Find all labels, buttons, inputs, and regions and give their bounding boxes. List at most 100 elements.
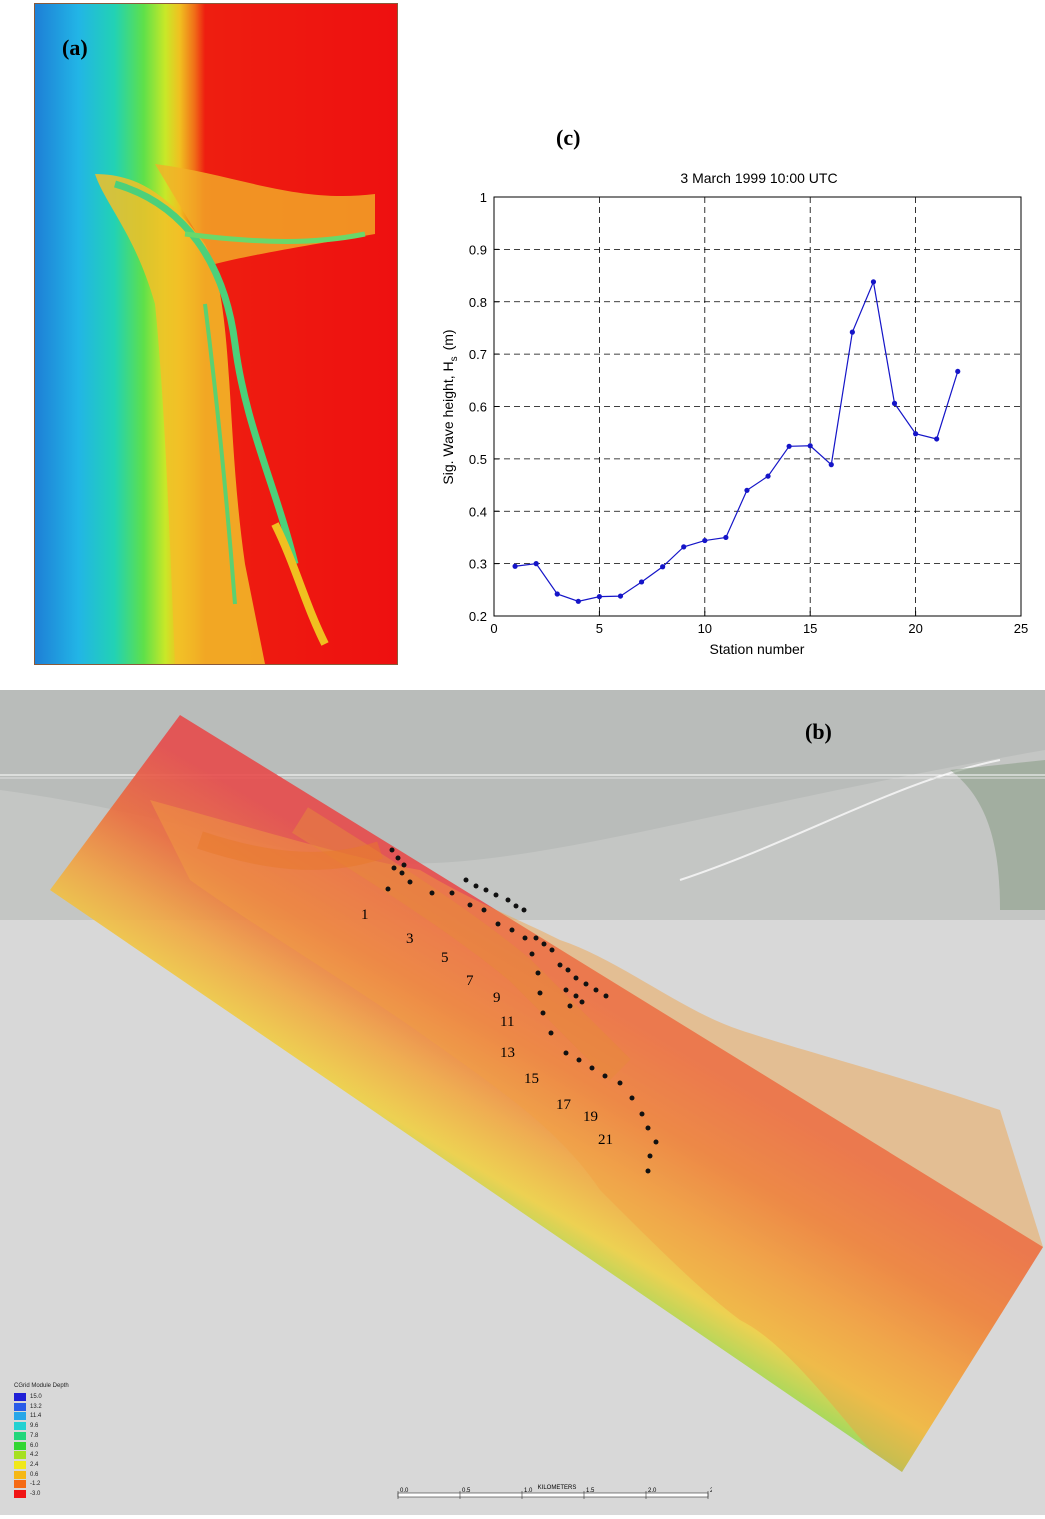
chart-series-layer <box>512 279 961 604</box>
y-tick-label: 0.5 <box>469 452 487 467</box>
chart-ylabel-main: Sig. Wave height, H <box>440 361 456 484</box>
station-label: 9 <box>493 990 501 1006</box>
x-tick-label: 0 <box>490 621 497 636</box>
station-label: 5 <box>441 950 449 966</box>
scale-bar: KILOMETERS 0.0 0.5 1.0 1.5 2.0 2.5 <box>392 1480 719 1514</box>
data-point <box>786 443 792 449</box>
y-tick-label: 0.2 <box>469 609 487 624</box>
legend-entry: 2.4 <box>14 1460 74 1469</box>
station-markers <box>385 847 659 1174</box>
wave-height-chart: 3 March 1999 10:00 UTC 0 5 10 15 20 25 0.2 0.3 0… <box>430 110 1045 670</box>
legend-label: 11.4 <box>30 1413 42 1420</box>
station-label: 15 <box>524 1071 539 1087</box>
station-map-image <box>0 690 1045 1515</box>
scale-tick-label: 0.5 <box>462 1488 471 1494</box>
station-label: 19 <box>583 1109 598 1125</box>
panel-c-label: (c) <box>556 125 581 150</box>
scale-tick-label: 0.0 <box>400 1488 409 1494</box>
legend-entry: 7.8 <box>14 1431 74 1440</box>
chart-plot-frame <box>493 196 1022 617</box>
y-tick-label: 0.3 <box>469 557 487 572</box>
svg-text:Sig. Wave height, Hs(m): Sig. Wave height, Hs (m) <box>440 329 460 484</box>
data-point <box>955 368 961 375</box>
legend-swatch <box>14 1441 26 1450</box>
x-tick-label: 20 <box>908 621 922 636</box>
x-tick-label: 25 <box>1014 621 1028 636</box>
legend-swatch <box>14 1431 26 1440</box>
data-point <box>744 487 750 493</box>
data-point <box>849 329 855 335</box>
legend-swatch <box>14 1490 26 1498</box>
data-point <box>575 598 581 604</box>
legend-swatch <box>14 1402 26 1411</box>
legend-swatch <box>14 1422 26 1431</box>
data-point <box>617 593 624 599</box>
legend-label: 9.6 <box>30 1423 39 1430</box>
data-point <box>765 473 771 479</box>
x-tick-label: 5 <box>596 621 603 636</box>
legend-swatch <box>14 1470 26 1479</box>
data-point <box>807 443 813 449</box>
legend-swatch <box>14 1412 26 1421</box>
y-tick-label: 0.7 <box>469 347 487 362</box>
scale-bar-title: KILOMETERS <box>538 1485 577 1491</box>
station-label: 1 <box>361 907 369 923</box>
station-map-b: 1 3 5 7 9 11 13 15 17 19 21 <box>0 690 1045 1515</box>
depth-legend-title: CGrid Module Depth <box>14 1383 69 1389</box>
data-point <box>870 279 877 285</box>
legend-entry: -3.0 <box>14 1490 74 1498</box>
chart-ylabel-subscript: s <box>449 356 460 361</box>
scale-tick-label: 1.5 <box>586 1488 595 1494</box>
legend-entry: 15.0 <box>14 1393 74 1401</box>
legend-swatch <box>14 1480 26 1489</box>
legend-entry: 11.4 <box>14 1412 74 1421</box>
y-tick-label: 0.9 <box>469 242 487 257</box>
legend-swatch <box>14 1393 26 1401</box>
data-point <box>660 564 666 570</box>
scale-tick-label: 1.0 <box>524 1488 533 1494</box>
station-label: 3 <box>406 931 414 947</box>
chart-ylabel-unit: (m) <box>440 329 456 350</box>
legend-label: -1.2 <box>30 1481 41 1488</box>
data-point <box>596 594 602 600</box>
legend-label: 7.8 <box>30 1432 39 1439</box>
legend-entry: 4.2 <box>14 1451 74 1460</box>
legend-swatch <box>14 1451 26 1460</box>
chart-xlabel: Station number <box>710 641 805 657</box>
series-line <box>515 279 959 602</box>
data-point <box>934 436 940 442</box>
chart-gridlines <box>493 196 1022 617</box>
legend-label: 2.4 <box>30 1461 39 1468</box>
legend-label: 4.2 <box>30 1452 39 1459</box>
legend-entry: 13.2 <box>14 1402 74 1411</box>
station-label: 17 <box>556 1097 571 1113</box>
data-point <box>638 579 645 585</box>
legend-entry: 9.6 <box>14 1422 74 1431</box>
station-label: 21 <box>598 1132 613 1148</box>
station-label: 13 <box>500 1045 515 1061</box>
legend-label: 6.0 <box>30 1442 39 1449</box>
legend-label: 13.2 <box>30 1403 42 1410</box>
panel-a-label: (a) <box>62 35 88 60</box>
chart-tick-labels: 0 5 10 15 20 25 0.2 0.3 0.4 0.5 0.6 0.7 0.8 0.9 1 <box>469 190 1028 636</box>
bathymetry-map-a <box>34 3 398 665</box>
legend-entry: 0.6 <box>14 1470 74 1479</box>
legend-label: 0.6 <box>30 1471 39 1478</box>
y-tick-label: 0.4 <box>469 504 487 519</box>
data-point <box>533 561 539 567</box>
scale-tick-label: 2.0 <box>648 1488 657 1494</box>
panel-b-label: (b) <box>805 719 832 744</box>
station-label: 7 <box>466 973 474 989</box>
data-point <box>681 544 687 550</box>
bathymetry-image-a <box>35 4 397 664</box>
data-point <box>891 400 898 406</box>
data-point <box>913 431 919 437</box>
y-tick-label: 0.8 <box>469 295 487 310</box>
chart-title: 3 March 1999 10:00 UTC <box>680 170 837 186</box>
data-point <box>828 462 834 468</box>
data-point <box>554 591 560 597</box>
legend-label: -3.0 <box>30 1491 41 1497</box>
y-tick-label: 0.6 <box>469 400 487 415</box>
chart-svg: 3 March 1999 10:00 UTC 0 5 10 15 20 250.20.30… <box>440 170 1028 657</box>
data-point <box>702 537 708 544</box>
